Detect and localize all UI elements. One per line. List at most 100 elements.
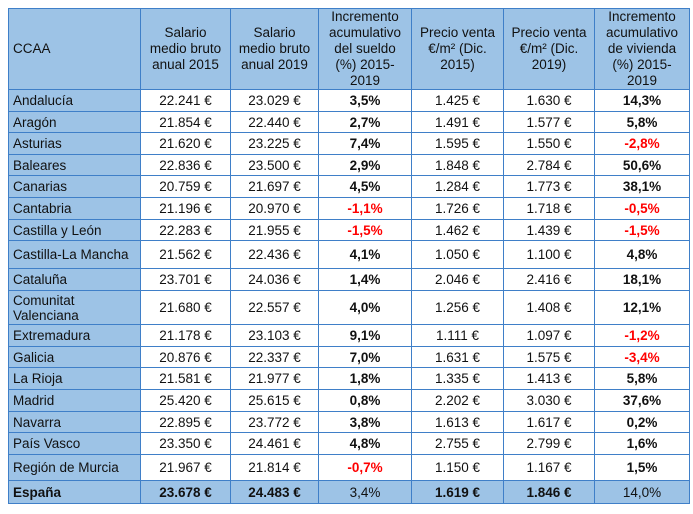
cell-housing-increase: -1,5%: [594, 219, 690, 241]
cell-price-2015: 1.491 €: [411, 111, 504, 133]
cell-price-2015: 1.425 €: [411, 89, 504, 112]
table-row: Extremadura 21.178 €23.103 €9,1% 1.111 €1.…: [8, 324, 690, 347]
cell-region: Región de Murcia: [8, 454, 141, 481]
cell-region: Extremadura: [8, 324, 141, 347]
cell-salary-2019: 20.970 €: [230, 197, 319, 220]
cell-salary-2015: 21.562 €: [140, 240, 231, 269]
header-row: CCAA Salario medio bruto anual 2015 Sala…: [8, 8, 690, 90]
cell-price-2015: 1.111 €: [411, 324, 504, 347]
cell-price-2019: 1.577 €: [503, 111, 595, 133]
table-row: Castilla-La Mancha 21.562 €22.436 €4,1% 1.…: [8, 240, 690, 269]
cell-salary-2019: 23.500 €: [230, 154, 319, 176]
table-row: Aragón 21.854 €22.440 €2,7% 1.491 €1.577 €…: [8, 111, 690, 133]
table-row: Madrid 25.420 €25.615 €0,8% 2.202 €3.030 €…: [8, 389, 690, 412]
cell-price-2015: 2.755 €: [411, 432, 504, 455]
cell-region: Cataluña: [8, 268, 141, 291]
table-row: Cantabria 21.196 €20.970 € -1,1% 1.726 €1.7…: [8, 197, 690, 220]
cell-salary-increase: -1,1%: [318, 197, 412, 220]
cell-price-2015: 1.256 €: [411, 290, 504, 325]
cell-housing-increase: 50,6%: [594, 154, 690, 176]
header-price-2015: Precio venta €/m² (Dic. 2015): [411, 8, 504, 90]
cell-salary-increase: 3,5%: [318, 89, 412, 112]
cell-region: Cantabria: [8, 197, 141, 220]
cell-price-2019: 1.439 €: [503, 219, 595, 241]
cell-region: Aragón: [8, 111, 141, 133]
header-salary-2015: Salario medio bruto anual 2015: [140, 8, 231, 90]
cell-price-2015: 1.595 €: [411, 132, 504, 155]
cell-region: País Vasco: [8, 432, 141, 455]
cell-salary-increase: 3,4%: [318, 480, 412, 504]
cell-salary-increase: 2,9%: [318, 154, 412, 176]
total-row: España 23.678 €24.483 €3,4% 1.619 €1.846 €…: [8, 480, 690, 504]
cell-price-2015: 1.726 €: [411, 197, 504, 220]
cell-housing-increase: 38,1%: [594, 175, 690, 198]
cell-price-2019: 1.630 €: [503, 89, 595, 112]
cell-salary-2019: 23.225 €: [230, 132, 319, 155]
cell-price-2019: 3.030 €: [503, 389, 595, 412]
cell-salary-2015: 22.836 €: [140, 154, 231, 176]
cell-price-2019: 1.167 €: [503, 454, 595, 481]
cell-salary-2019: 22.337 €: [230, 346, 319, 368]
cell-salary-increase: 3,8%: [318, 411, 412, 433]
cell-salary-increase: 9,1%: [318, 324, 412, 347]
cell-salary-2019: 21.977 €: [230, 367, 319, 390]
cell-salary-2019: 23.103 €: [230, 324, 319, 347]
cell-region: Comunitat Valenciana: [8, 290, 141, 325]
cell-housing-increase: 18,1%: [594, 268, 690, 291]
cell-salary-2015: 21.854 €: [140, 111, 231, 133]
cell-salary-increase: 1,4%: [318, 268, 412, 291]
cell-salary-increase: 2,7%: [318, 111, 412, 133]
cell-price-2019: 1.718 €: [503, 197, 595, 220]
cell-housing-increase: -2,8%: [594, 132, 690, 155]
cell-salary-2015: 21.967 €: [140, 454, 231, 481]
cell-salary-increase: 7,4%: [318, 132, 412, 155]
cell-salary-2015: 21.196 €: [140, 197, 231, 220]
table-row: Galicia 20.876 €22.337 €7,0% 1.631 €1.575 …: [8, 346, 690, 368]
cell-price-2019: 2.799 €: [503, 432, 595, 455]
cell-salary-increase: -0,7%: [318, 454, 412, 481]
cell-price-2019: 1.413 €: [503, 367, 595, 390]
cell-price-2015: 1.613 €: [411, 411, 504, 433]
cell-salary-2015: 22.241 €: [140, 89, 231, 112]
cell-region: Madrid: [8, 389, 141, 412]
cell-housing-increase: 1,5%: [594, 454, 690, 481]
cell-price-2019: 1.575 €: [503, 346, 595, 368]
cell-salary-2015: 23.701 €: [140, 268, 231, 291]
cell-salary-2015: 21.581 €: [140, 367, 231, 390]
cell-salary-2015: 21.178 €: [140, 324, 231, 347]
cell-salary-2019: 23.772 €: [230, 411, 319, 433]
cell-salary-increase: 7,0%: [318, 346, 412, 368]
table-row: Navarra 22.895 €23.772 €3,8% 1.613 €1.617 …: [8, 411, 690, 433]
cell-salary-2019: 23.029 €: [230, 89, 319, 112]
cell-salary-2015: 20.759 €: [140, 175, 231, 198]
cell-price-2015: 1.462 €: [411, 219, 504, 241]
cell-housing-increase: 0,2%: [594, 411, 690, 433]
cell-region: Galicia: [8, 346, 141, 368]
cell-salary-increase: 4,1%: [318, 240, 412, 269]
cell-salary-2015: 22.895 €: [140, 411, 231, 433]
cell-salary-increase: 0,8%: [318, 389, 412, 412]
cell-price-2015: 1.631 €: [411, 346, 504, 368]
header-salary-2019: Salario medio bruto anual 2019: [230, 8, 319, 90]
cell-price-2015: 1.150 €: [411, 454, 504, 481]
cell-salary-increase: 4,5%: [318, 175, 412, 198]
header-housing-increase: Incremento acumulativo de vivienda (%) 2…: [594, 8, 690, 90]
header-salary-increase: Incremento acumulativo del sueldo (%) 20…: [318, 8, 412, 90]
cell-price-2015: 2.202 €: [411, 389, 504, 412]
table-row: Canarias 20.759 €21.697 €4,5% 1.284 €1.773…: [8, 175, 690, 198]
cell-price-2015: 2.046 €: [411, 268, 504, 291]
cell-region: Castilla-La Mancha: [8, 240, 141, 269]
cell-salary-2015: 22.283 €: [140, 219, 231, 241]
cell-housing-increase: 1,6%: [594, 432, 690, 455]
cell-salary-2019: 24.483 €: [230, 480, 319, 504]
cell-price-2015: 1.050 €: [411, 240, 504, 269]
table-row: Asturias 21.620 €23.225 €7,4% 1.595 €1.550…: [8, 132, 690, 155]
table-row: Andalucía 22.241 €23.029 €3,5% 1.425 €1.63…: [8, 89, 690, 112]
cell-housing-increase: 5,8%: [594, 111, 690, 133]
cell-housing-increase: -1,2%: [594, 324, 690, 347]
cell-salary-2019: 22.557 €: [230, 290, 319, 325]
cell-region: Castilla y León: [8, 219, 141, 241]
table-row: Cataluña 23.701 €24.036 €1,4% 2.046 €2.416…: [8, 268, 690, 291]
cell-salary-2019: 21.814 €: [230, 454, 319, 481]
cell-salary-2015: 25.420 €: [140, 389, 231, 412]
